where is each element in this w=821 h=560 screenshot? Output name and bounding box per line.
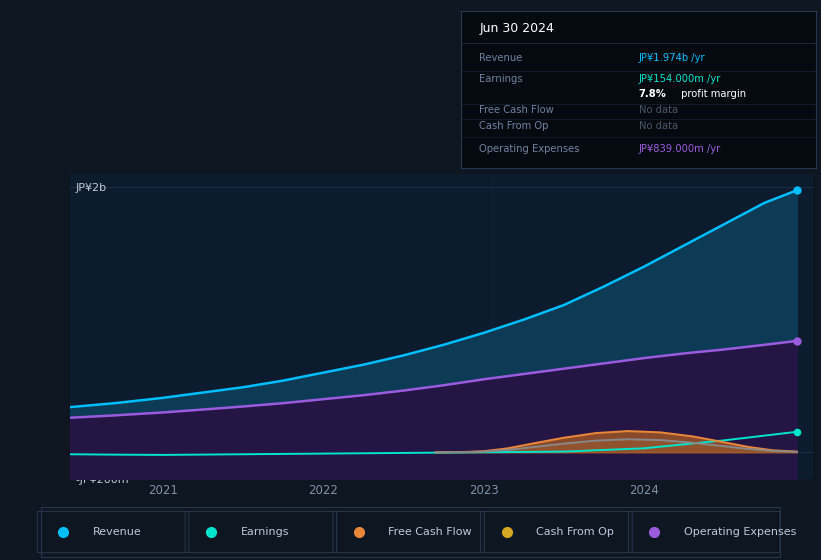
Point (790, 337, 803, 346)
Text: 7.8%: 7.8% (639, 89, 667, 99)
Text: Free Cash Flow: Free Cash Flow (479, 105, 554, 115)
Point (790, 186, 803, 195)
Text: JP¥839.000m /yr: JP¥839.000m /yr (639, 144, 721, 154)
Text: Revenue: Revenue (479, 53, 522, 63)
Text: No data: No data (639, 120, 678, 130)
Text: Jun 30 2024: Jun 30 2024 (479, 22, 554, 35)
Text: Free Cash Flow: Free Cash Flow (388, 527, 472, 537)
Text: Earnings: Earnings (241, 527, 289, 537)
Point (790, 427, 803, 436)
Text: Operating Expenses: Operating Expenses (684, 527, 796, 537)
Text: Earnings: Earnings (479, 73, 523, 83)
Text: No data: No data (639, 105, 678, 115)
Text: JP¥154.000m /yr: JP¥154.000m /yr (639, 73, 721, 83)
Text: JP¥1.974b /yr: JP¥1.974b /yr (639, 53, 705, 63)
Text: Cash From Op: Cash From Op (479, 120, 548, 130)
Text: profit margin: profit margin (678, 89, 745, 99)
Text: Revenue: Revenue (93, 527, 141, 537)
Text: Operating Expenses: Operating Expenses (479, 144, 580, 154)
Text: Cash From Op: Cash From Op (536, 527, 614, 537)
